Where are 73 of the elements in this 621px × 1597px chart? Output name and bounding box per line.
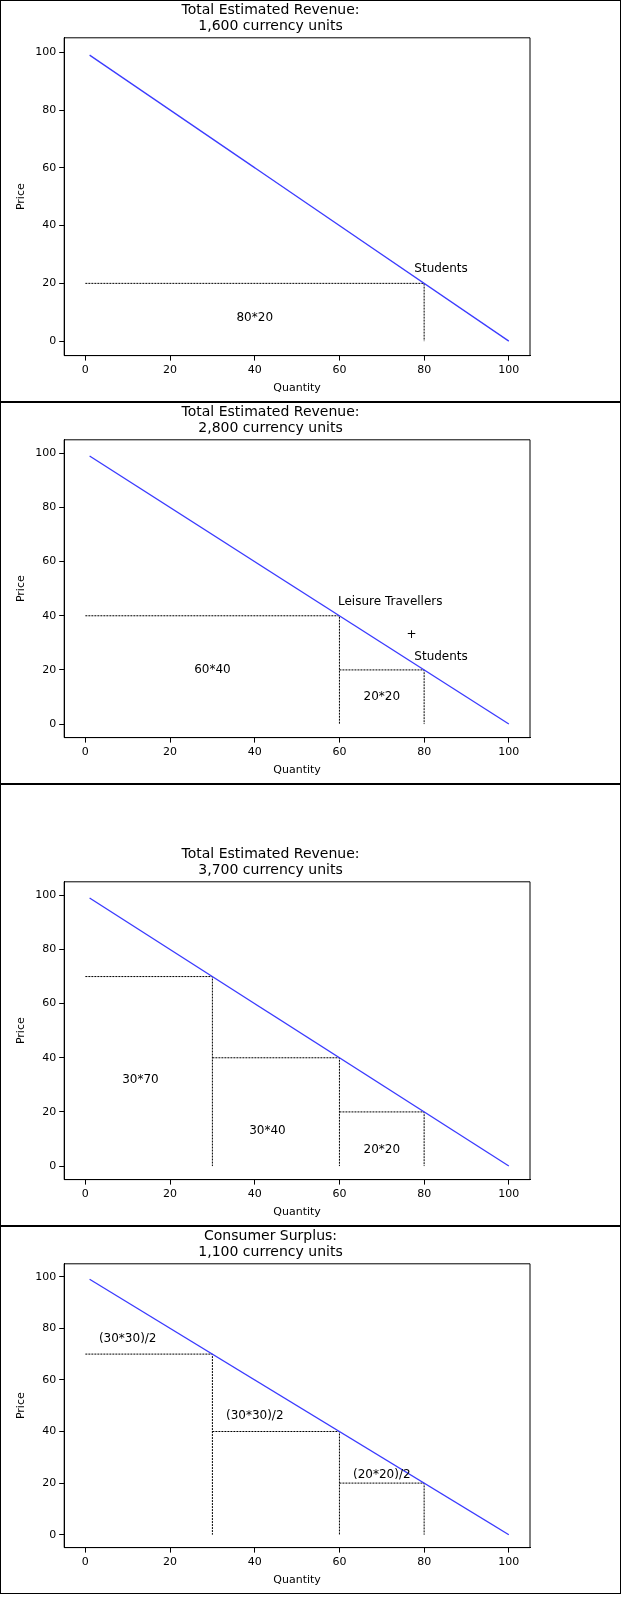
x-axis-title: Quantity bbox=[273, 381, 322, 395]
x-tick-label: 0 bbox=[81, 363, 89, 377]
x-tick-label: 20 bbox=[163, 1555, 178, 1569]
y-tick-label: 20 bbox=[42, 662, 57, 676]
y-tick-label: 20 bbox=[42, 1104, 57, 1118]
annotation: + bbox=[406, 626, 417, 641]
x-tick-label: 100 bbox=[498, 745, 520, 759]
x-tick-label: 80 bbox=[417, 363, 432, 377]
y-tick-label: 0 bbox=[49, 1158, 57, 1172]
x-tick-label: 80 bbox=[417, 745, 432, 759]
chart-title: Consumer Surplus: 1,100 currency units bbox=[198, 1227, 343, 1259]
y-axis-title: Price bbox=[14, 575, 28, 603]
x-tick-label: 100 bbox=[498, 1187, 520, 1201]
x-tick-label: 0 bbox=[81, 745, 89, 759]
chart-title: Total Estimated Revenue: 2,800 currency units bbox=[180, 403, 360, 435]
chart-title: Total Estimated Revenue: 1,600 currency units bbox=[180, 1, 360, 33]
x-axis-title: Quantity bbox=[273, 763, 322, 777]
annotation: Students bbox=[414, 648, 468, 663]
y-tick-label: 80 bbox=[42, 1321, 57, 1335]
x-tick-label: 40 bbox=[247, 745, 262, 759]
annotation: Leisure Travellers bbox=[338, 594, 443, 609]
annotation: 80*20 bbox=[236, 310, 274, 325]
x-axis-title: Quantity bbox=[273, 1573, 322, 1587]
x-tick-label: 20 bbox=[163, 1187, 178, 1201]
y-tick-label: 80 bbox=[42, 942, 57, 956]
annotation: (30*30)/2 bbox=[98, 1330, 157, 1345]
x-tick-label: 80 bbox=[417, 1187, 432, 1201]
x-tick-label: 60 bbox=[332, 1187, 347, 1201]
x-tick-label: 0 bbox=[81, 1555, 89, 1569]
y-tick-label: 40 bbox=[42, 1424, 57, 1438]
annotation: (30*30)/2 bbox=[225, 1408, 284, 1423]
annotation: 20*20 bbox=[363, 689, 401, 704]
y-tick-label: 60 bbox=[42, 554, 57, 568]
x-tick-label: 80 bbox=[417, 1555, 432, 1569]
chart-title: Total Estimated Revenue: 3,700 currency units bbox=[180, 845, 360, 877]
y-tick-label: 0 bbox=[49, 1527, 57, 1541]
annotation: (20*20)/2 bbox=[352, 1467, 411, 1482]
y-tick-label: 60 bbox=[42, 996, 57, 1010]
annotation: 30*40 bbox=[249, 1122, 286, 1137]
y-tick-label: 40 bbox=[42, 218, 57, 232]
y-tick-label: 100 bbox=[35, 1269, 57, 1283]
annotation: 20*20 bbox=[363, 1141, 401, 1156]
y-tick-label: 80 bbox=[42, 102, 57, 116]
x-tick-label: 40 bbox=[247, 1555, 262, 1569]
y-tick-label: 80 bbox=[42, 500, 57, 514]
x-tick-label: 20 bbox=[163, 363, 178, 377]
x-axis-title: Quantity bbox=[273, 1205, 322, 1219]
y-axis-title: Price bbox=[14, 1017, 28, 1045]
x-tick-label: 100 bbox=[498, 1555, 520, 1569]
y-tick-label: 0 bbox=[49, 716, 57, 730]
y-tick-label: 0 bbox=[49, 334, 57, 348]
x-tick-label: 60 bbox=[332, 1555, 347, 1569]
x-tick-label: 40 bbox=[247, 363, 262, 377]
annotation: Students bbox=[414, 261, 468, 276]
y-tick-label: 40 bbox=[42, 608, 57, 622]
y-tick-label: 100 bbox=[35, 888, 57, 902]
y-tick-label: 100 bbox=[35, 446, 57, 460]
x-tick-label: 100 bbox=[498, 363, 520, 377]
x-tick-label: 60 bbox=[332, 363, 347, 377]
y-axis-title: Price bbox=[14, 183, 28, 211]
y-tick-label: 40 bbox=[42, 1050, 57, 1064]
annotation: 30*70 bbox=[122, 1071, 159, 1086]
y-tick-label: 60 bbox=[42, 160, 57, 174]
y-tick-label: 100 bbox=[35, 45, 57, 59]
y-axis-title: Price bbox=[14, 1392, 28, 1420]
x-tick-label: 20 bbox=[163, 745, 178, 759]
y-tick-label: 60 bbox=[42, 1372, 57, 1386]
x-tick-label: 0 bbox=[81, 1187, 89, 1201]
annotation: 60*40 bbox=[194, 662, 231, 677]
x-tick-label: 60 bbox=[332, 745, 347, 759]
x-tick-label: 40 bbox=[247, 1187, 262, 1201]
y-tick-label: 20 bbox=[42, 1475, 57, 1489]
y-tick-label: 20 bbox=[42, 276, 57, 290]
